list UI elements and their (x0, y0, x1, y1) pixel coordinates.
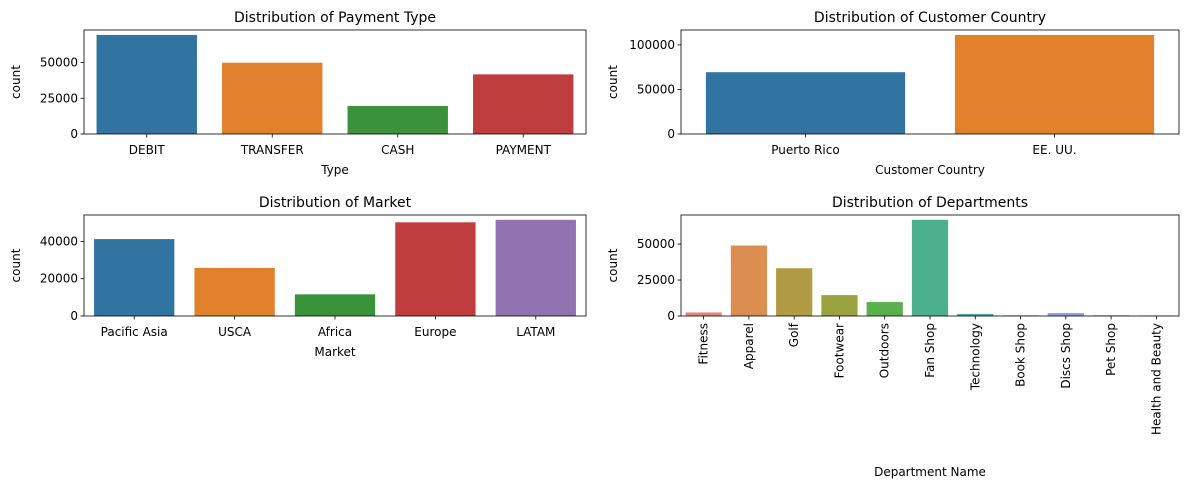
chart-4-bar-7 (957, 313, 994, 316)
chart-3-ylabel: count (9, 248, 23, 282)
chart-1-xlabel: Type (320, 163, 349, 177)
chart-3-ytick-label-3: 40000 (40, 234, 78, 248)
chart-1-bar-4 (473, 74, 574, 134)
chart-4-bar-3 (776, 268, 813, 316)
chart-1-ylabel: count (9, 65, 23, 99)
chart-1-ytick-label-1: 0 (70, 127, 78, 141)
chart-1-ytick-label-2: 25000 (40, 91, 78, 105)
chart-3-xlabel: Market (314, 345, 356, 359)
chart-4-bar-2 (730, 245, 768, 316)
chart-1-xtick-label-3: CASH (381, 143, 414, 157)
chart-2: 0 50000 100000 Puerto Rico EE. UU. Distributi… (606, 10, 1180, 177)
chart-4-xlabel: Department Name (874, 465, 986, 479)
chart-2-ytick-label-3: 100000 (629, 38, 675, 52)
chart-2-xtick-label-1: Puerto Rico (771, 143, 839, 157)
chart-3-bar-2 (194, 267, 275, 316)
chart-4-bar-6 (911, 219, 949, 316)
chart-4-ylabel: count (606, 248, 620, 282)
chart-4-ytick-label-1: 0 (667, 309, 675, 323)
chart-3-xtick-label-3: Africa (318, 325, 352, 339)
chart-3: 0 20000 40000 Pacific Asia USCA Africa Europe L… (9, 195, 587, 359)
chart-2-bar-2 (954, 34, 1155, 134)
chart-4-xtick-label-9: Discs Shop (1059, 323, 1073, 389)
chart-2-title: Distribution of Customer Country (814, 10, 1046, 26)
chart-4-xtick-label-3: Golf (787, 322, 801, 347)
chart-4-xtick-label-11: Health and Beauty (1149, 323, 1163, 435)
chart-3-xtick-label-5: LATAM (516, 325, 555, 339)
chart-2-frame (680, 29, 1180, 135)
chart-3-bar-4 (395, 222, 476, 316)
chart-2-ytick-label-1: 0 (667, 127, 675, 141)
chart-4-xtick-label-8: Book Shop (1014, 323, 1028, 387)
chart-3-ytick-label-1: 0 (70, 309, 78, 323)
chart-4-bar-9 (1047, 313, 1084, 316)
chart-4-ytick-label-2: 25000 (637, 273, 675, 287)
chart-2-xlabel: Customer Country (875, 163, 985, 177)
chart-4-xtick-label-1: Fitness (697, 323, 711, 365)
chart-1-xtick-label-2: TRANSFER (240, 143, 304, 157)
chart-3-title: Distribution of Market (259, 195, 412, 211)
chart-4-title: Distribution of Departments (832, 195, 1028, 211)
chart-4-xtick-label-6: Fan Shop (923, 323, 937, 378)
chart-4-xtick-label-2: Apparel (742, 323, 756, 369)
chart-1-xtick-label-4: PAYMENT (496, 143, 552, 157)
chart-4-bar-5 (866, 302, 903, 316)
chart-1-bar-1 (96, 34, 197, 134)
chart-4-xtick-label-5: Outdoors (878, 323, 892, 378)
chart-1-bar-2 (222, 62, 323, 134)
chart-1-title: Distribution of Payment Type (234, 10, 436, 26)
chart-1-bar-3 (347, 105, 448, 134)
chart-2-ylabel: count (606, 65, 620, 99)
chart-3-xtick-label-4: Europe (414, 325, 456, 339)
chart-1-frame (83, 29, 587, 135)
chart-3-bar-5 (495, 219, 576, 316)
chart-3-bar-3 (294, 294, 376, 316)
chart-4-xtick-label-7: Technology (968, 323, 982, 391)
chart-3-xtick-label-2: USCA (218, 325, 252, 339)
chart-4: 0 25000 50000 Fitness Apparel Golf Footwear Out… (606, 195, 1180, 479)
chart-4-bar-1 (685, 312, 722, 316)
chart-3-bar-1 (94, 239, 175, 316)
chart-1-ytick-label-3: 50000 (40, 56, 78, 70)
chart-2-xtick-label-2: EE. UU. (1032, 143, 1076, 157)
chart-1-xtick-label-1: DEBIT (129, 143, 166, 157)
chart-2-bar-1 (705, 72, 906, 134)
chart-4-xtick-label-10: Pet Shop (1104, 323, 1118, 376)
chart-4-bar-4 (821, 295, 858, 316)
chart-4-xtick-label-4: Footwear (832, 323, 846, 378)
chart-1: 0 25000 50000 DEBIT TRANSFER CASH PAYMENT Distr… (9, 10, 587, 177)
chart-3-xtick-label-1: Pacific Asia (101, 325, 168, 339)
chart-3-ytick-label-2: 20000 (40, 272, 78, 286)
chart-2-ytick-label-2: 50000 (637, 82, 675, 96)
chart-4-ytick-label-3: 50000 (637, 237, 675, 251)
